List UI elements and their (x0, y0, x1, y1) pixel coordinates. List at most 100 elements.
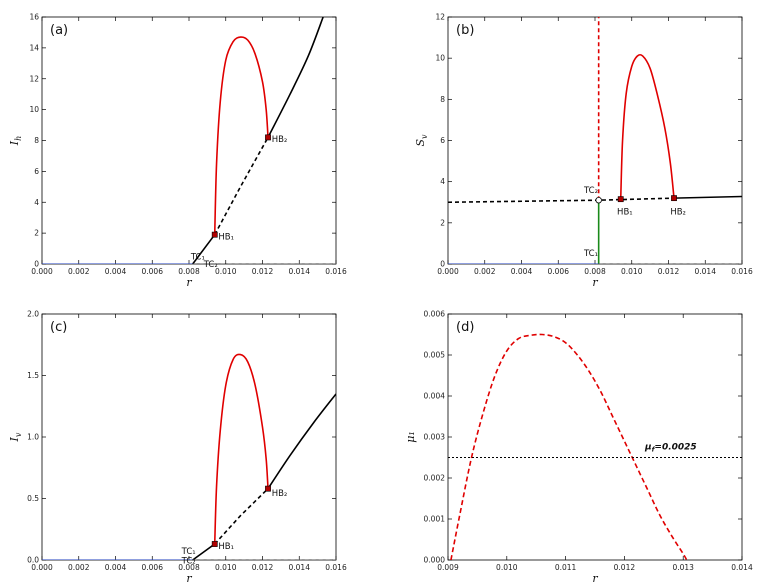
series-line-unstable (214, 137, 269, 236)
y-tick-label: 0.002 (424, 474, 446, 483)
y-tick-label: 16 (29, 13, 39, 22)
chart-panel-a: 0.000 0.002 0.004 0.006 0.008 0.010 0.012 0.014… (8, 13, 347, 290)
annotation-label: HB₂ (670, 208, 686, 218)
y-tick-label: 0.001 (424, 515, 446, 524)
x-tick-label: 0.010 (496, 563, 518, 572)
x-tick-label: 0.006 (548, 267, 570, 276)
y-tick-label: 10 (435, 54, 445, 63)
series-line-stable (192, 234, 216, 264)
x-tick-label: 0.012 (614, 563, 636, 572)
x-axis-label: r (592, 276, 598, 289)
annotation-label: HB₁ (218, 232, 234, 242)
y-tick-label: 0.005 (424, 351, 446, 360)
series-line-stable (267, 393, 336, 490)
x-tick-label: 0.008 (178, 563, 200, 572)
y-axis-label: μ₁ (404, 431, 417, 443)
x-tick-label: 0.004 (105, 563, 127, 572)
x-tick-label: 0.008 (584, 267, 606, 276)
series-line-mu1 (450, 333, 688, 560)
plot-frame (41, 313, 337, 561)
annotation-label: HB₂ (272, 489, 288, 499)
y-tick-label: 4 (34, 198, 39, 207)
annotation-label: TC₂ (583, 186, 598, 196)
series-line-stable (267, 17, 324, 138)
y-tick-label: 0.006 (424, 310, 446, 319)
annotation-label: TC₂ (181, 557, 196, 567)
y-tick-label: 8 (440, 95, 445, 104)
y-tick-label: 2 (34, 229, 39, 238)
y-tick-label: 0.003 (424, 433, 446, 442)
plot-frame (447, 16, 743, 265)
y-tick-label: 12 (29, 74, 39, 83)
hopf-marker (617, 196, 624, 203)
y-tick-label: 6 (440, 136, 445, 145)
x-tick-label: 0.000 (437, 267, 459, 276)
series-line-periodic-max (213, 36, 269, 235)
y-tick-label: 10 (29, 105, 39, 114)
series-line-stable (192, 543, 216, 560)
y-tick-label: 1.0 (27, 433, 39, 442)
y-tick-label: 8 (34, 136, 39, 145)
plot-frame (447, 313, 743, 561)
transcritical-marker (595, 196, 602, 204)
y-tick-label: 14 (29, 43, 39, 52)
x-tick-label: 0.016 (325, 267, 347, 276)
x-tick-label: 0.014 (731, 563, 753, 572)
x-tick-label: 0.002 (474, 267, 496, 276)
x-tick-label: 0.012 (252, 563, 274, 572)
series-line-periodic-max (619, 53, 675, 200)
y-tick-label: 6 (34, 167, 39, 176)
y-tick-label: 2 (440, 218, 445, 227)
x-tick-label: 0.000 (31, 563, 53, 572)
annotation-label: TC₂ (203, 260, 218, 270)
x-tick-label: 0.010 (215, 563, 237, 572)
x-tick-label: 0.010 (621, 267, 643, 276)
x-axis-label: r (186, 276, 192, 289)
x-tick-label: 0.012 (252, 267, 274, 276)
x-tick-label: 0.004 (105, 267, 127, 276)
x-tick-label: 0.016 (731, 267, 753, 276)
annotation-label: TC₁ (583, 249, 598, 259)
y-tick-label: 0.5 (27, 494, 39, 503)
x-tick-label: 0.006 (142, 563, 164, 572)
x-tick-label: 0.013 (672, 563, 694, 572)
x-tick-label: 0.008 (178, 267, 200, 276)
annotation-label: HB₁ (617, 208, 633, 218)
hopf-marker (211, 541, 218, 547)
series-line-unstable (214, 488, 269, 545)
y-tick-label: 0 (34, 260, 39, 269)
y-tick-label: 0.000 (424, 556, 446, 565)
annotation-label: TC₁ (190, 252, 205, 262)
x-tick-label: 0.002 (68, 563, 90, 572)
x-tick-label: 0.009 (437, 563, 459, 572)
x-tick-label: 0.000 (31, 267, 53, 276)
plot-frame (41, 16, 337, 265)
y-axis-label: Sv (414, 134, 429, 147)
x-tick-label: 0.002 (68, 267, 90, 276)
y-axis-label: Iv (8, 432, 23, 442)
y-tick-label: 0.004 (424, 392, 446, 401)
x-tick-label: 0.012 (658, 267, 680, 276)
y-axis-label: Ih (8, 136, 23, 147)
x-tick-label: 0.014 (289, 267, 311, 276)
x-tick-label: 0.011 (555, 563, 577, 572)
y-tick-label: 0 (440, 260, 445, 269)
x-tick-label: 0.016 (325, 563, 347, 572)
y-tick-label: 12 (435, 13, 445, 22)
y-tick-label: 0.0 (27, 556, 39, 565)
y-tick-label: 1.5 (27, 371, 39, 380)
hopf-marker (671, 195, 677, 202)
chart-panel-c: 0.000 0.002 0.004 0.006 0.008 0.010 0.012 0.014… (8, 310, 347, 583)
panel-label: (d) (456, 320, 474, 335)
hopf-marker (265, 485, 271, 492)
x-tick-label: 0.004 (511, 267, 533, 276)
y-tick-label: 2.0 (27, 310, 39, 319)
x-tick-label: 0.014 (695, 267, 717, 276)
series-line-periodic-max (213, 353, 269, 545)
series-line-stable (673, 195, 742, 199)
x-tick-label: 0.014 (289, 563, 311, 572)
chart-panel-d: 0.009 0.010 0.011 0.012 0.013 0.014 0.000 0.001… (404, 310, 753, 583)
x-axis-label: r (592, 572, 598, 583)
x-tick-label: 0.006 (142, 267, 164, 276)
